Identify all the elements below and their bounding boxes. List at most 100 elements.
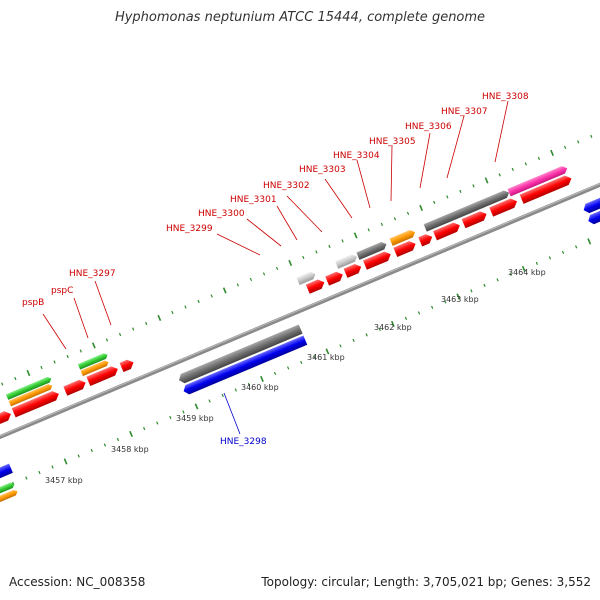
minor-tick: [393, 217, 397, 221]
gene-arrow-red[interactable]: [393, 239, 417, 257]
gene-arrow-red[interactable]: [63, 378, 87, 396]
minor-tick: [548, 256, 552, 260]
scale-label: 3457 kbp: [45, 476, 83, 485]
gene-label[interactable]: HNE_3301: [230, 195, 277, 205]
minor-tick: [431, 305, 434, 310]
minor-tick: [51, 465, 54, 469]
major-tick: [587, 238, 592, 245]
major-tick: [63, 458, 68, 465]
scale-label: 3459 kbp: [176, 414, 214, 423]
gene-arrow-red[interactable]: [305, 278, 326, 294]
minor-tick: [53, 360, 56, 364]
gene-arrow-red[interactable]: [86, 364, 119, 387]
map-title: Hyphomonas neptunium ATCC 15444, complet…: [114, 10, 486, 25]
minor-tick: [498, 173, 501, 177]
major-tick: [91, 342, 96, 349]
minor-tick: [132, 327, 135, 331]
gene-arrow-orange[interactable]: [389, 228, 417, 246]
scale-label: 3458 kbp: [111, 445, 149, 454]
gene-arrow-blue[interactable]: [582, 176, 600, 215]
gene-arrow-red[interactable]: [461, 209, 489, 229]
minor-tick: [143, 426, 146, 431]
gene-arrow-gray[interactable]: [423, 189, 511, 232]
upper-leader-lines: [42, 100, 509, 350]
gene-arrow-red[interactable]: [325, 270, 345, 286]
major-tick: [288, 259, 293, 267]
gene-label[interactable]: HNE_3303: [299, 165, 346, 175]
gene-arrow-red[interactable]: [0, 409, 13, 425]
gene-arrow-pink[interactable]: [507, 165, 569, 197]
minor-tick: [103, 443, 107, 447]
gene-arrow-green[interactable]: [77, 352, 109, 370]
genome-backbone-highlight: [0, 164, 600, 453]
gene-label[interactable]: HNE_3308: [482, 92, 529, 102]
minor-tick: [417, 311, 421, 315]
gene-arrow-red[interactable]: [11, 389, 61, 418]
gene-arrow-orange[interactable]: [8, 383, 54, 407]
gene-arrow-green[interactable]: [0, 481, 16, 501]
genome-band: [0, 134, 600, 508]
minor-tick: [459, 189, 462, 194]
minor-tick: [563, 145, 567, 149]
gene-label[interactable]: HNE_3298: [220, 437, 267, 447]
gene-arrow-light-gray[interactable]: [296, 270, 317, 286]
minor-tick: [247, 382, 251, 387]
gene-arrow-orange[interactable]: [0, 489, 19, 508]
minor-tick: [197, 299, 200, 304]
gene-arrow-green[interactable]: [5, 376, 53, 400]
minor-tick: [262, 272, 266, 276]
minor-tick: [105, 338, 109, 342]
major-tick: [26, 369, 31, 377]
minor-tick: [145, 321, 148, 326]
gene-label[interactable]: HNE_3305: [369, 137, 416, 147]
major-tick: [419, 204, 424, 211]
minor-tick: [341, 239, 344, 243]
gene-arrow-red[interactable]: [519, 174, 574, 204]
gene-arrow-red[interactable]: [362, 250, 393, 270]
gene-arrow-red[interactable]: [343, 262, 364, 278]
minor-tick: [184, 305, 187, 309]
minor-tick: [210, 294, 213, 298]
gene-arrow-red[interactable]: [418, 232, 434, 247]
outer-tick-row: [1, 134, 593, 386]
minor-tick: [433, 200, 436, 205]
gene-arrow-orange[interactable]: [80, 359, 110, 377]
gene-arrow-red[interactable]: [489, 197, 519, 217]
minor-tick: [352, 338, 355, 343]
minor-tick: [470, 289, 473, 293]
minor-tick: [208, 399, 211, 403]
gene-arrow-gray[interactable]: [356, 240, 388, 260]
minor-tick: [249, 277, 253, 282]
gene-label[interactable]: pspC: [51, 286, 73, 296]
minor-tick: [221, 393, 224, 398]
minor-tick: [537, 156, 541, 160]
gene-arrow-blue[interactable]: [0, 463, 13, 480]
gene-label[interactable]: HNE_3299: [166, 224, 213, 234]
gene-arrow-red[interactable]: [119, 358, 136, 373]
major-tick: [390, 320, 395, 327]
gene-arrow-red[interactable]: [433, 221, 462, 241]
gene-label[interactable]: HNE_3297: [69, 269, 116, 279]
gene-label[interactable]: pspB: [22, 298, 44, 308]
minor-tick: [367, 228, 370, 232]
minor-tick: [234, 388, 237, 392]
minor-tick: [156, 421, 159, 425]
gene-arrow-blue[interactable]: [182, 335, 308, 396]
gene-label[interactable]: HNE_3302: [263, 181, 310, 191]
minor-tick: [40, 365, 43, 370]
gene-label[interactable]: HNE_3307: [441, 107, 488, 117]
gene-label[interactable]: HNE_3306: [405, 122, 452, 132]
minor-tick: [77, 454, 80, 458]
gene-label[interactable]: HNE_3304: [333, 151, 380, 161]
gene-arrow-gray[interactable]: [177, 324, 303, 384]
minor-tick: [328, 244, 331, 249]
gene-label[interactable]: HNE_3300: [198, 209, 245, 219]
minor-tick: [365, 333, 368, 337]
lower-leader-lines: [223, 392, 241, 435]
minor-tick: [315, 250, 318, 254]
major-tick: [456, 293, 461, 300]
minor-tick: [300, 360, 303, 365]
gene-arrow-light-gray[interactable]: [335, 253, 358, 269]
minor-tick: [273, 371, 277, 376]
